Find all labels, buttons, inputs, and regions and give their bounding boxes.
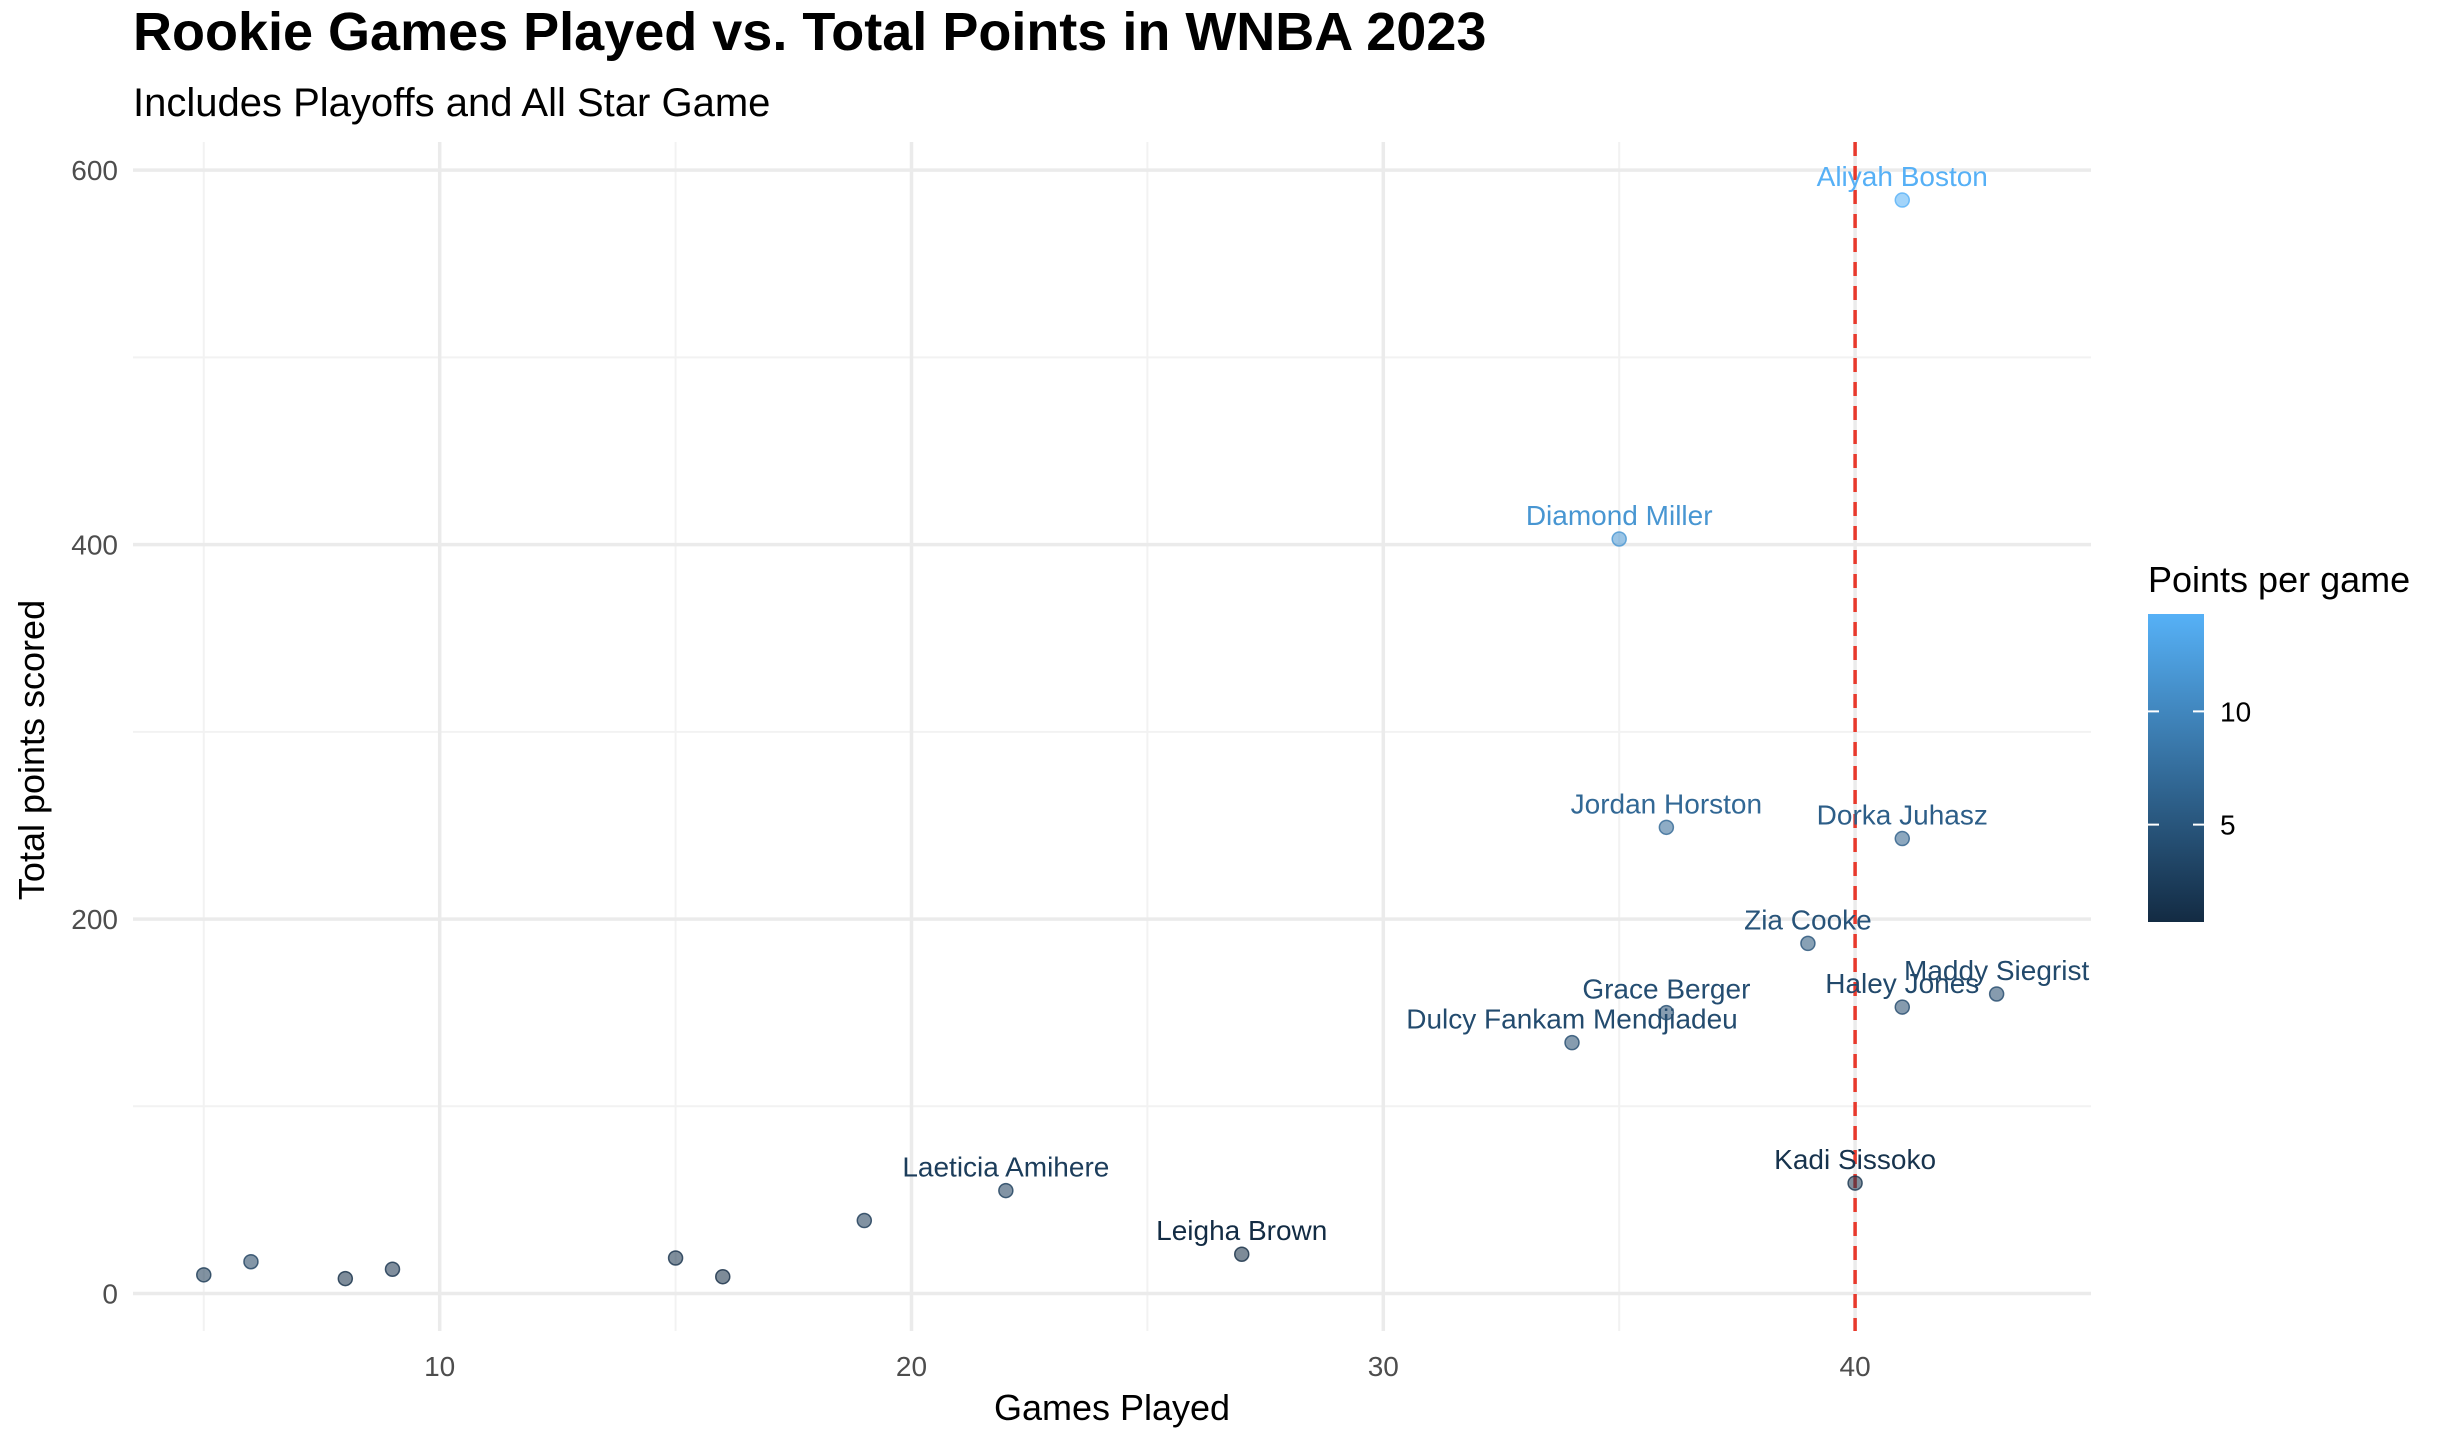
data-point	[1658, 819, 1675, 836]
legend-ticks: 5 10	[2148, 696, 2251, 841]
x-axis-title: Games Played	[994, 1387, 1230, 1428]
point-label: Kadi Sissoko	[1774, 1144, 1936, 1175]
x-axis-ticks: 10 20 30 40	[424, 1351, 1871, 1382]
data-point	[998, 1182, 1014, 1199]
point-label: Zia Cooke	[1744, 904, 1872, 935]
point-label: Dulcy Fankam Mendjiadeu	[1406, 1004, 1738, 1035]
data-point	[1658, 1004, 1675, 1021]
data-point	[243, 1253, 259, 1270]
data-point	[856, 1212, 873, 1229]
point-label: Diamond Miller	[1526, 500, 1713, 531]
data-points	[196, 192, 2005, 1287]
data-point	[1233, 1246, 1250, 1262]
x-tick-label: 30	[1368, 1351, 1399, 1382]
legend-tick-label: 10	[2220, 696, 2251, 727]
legend: Points per game 5 10	[2148, 559, 2410, 922]
data-point	[1611, 531, 1627, 547]
point-label: Aliyah Boston	[1817, 161, 1988, 192]
y-tick-label: 400	[71, 530, 118, 561]
point-label: Haley Jones	[1825, 968, 1979, 999]
point-label: Dorka Juhasz	[1817, 800, 1988, 831]
chart-subtitle: Includes Playoffs and All Star Game	[133, 81, 770, 125]
y-tick-label: 0	[102, 1279, 118, 1310]
point-label: Maddy Siegrist	[1904, 955, 2089, 986]
data-point	[1800, 935, 1816, 952]
y-tick-label: 600	[71, 155, 118, 186]
y-tick-label: 200	[71, 904, 118, 935]
data-point	[384, 1261, 401, 1277]
point-label: Leigha Brown	[1156, 1215, 1327, 1246]
y-axis-ticks: 0 200 400 600	[71, 155, 118, 1309]
minor-gridlines	[133, 142, 2091, 1331]
data-point	[1894, 830, 1911, 847]
data-point	[1988, 986, 2005, 1002]
legend-tick-label: 5	[2220, 810, 2236, 841]
point-labels: Laeticia Amihere Leigha Brown Dulcy Fankam…	[902, 161, 2089, 1246]
chart-title: Rookie Games Played vs. Total Points in …	[133, 2, 1486, 62]
point-label: Laeticia Amihere	[902, 1152, 1109, 1183]
data-point	[715, 1268, 731, 1285]
point-label: Grace Berger	[1582, 974, 1750, 1005]
data-point	[667, 1250, 684, 1266]
data-point	[196, 1267, 212, 1283]
x-tick-label: 40	[1840, 1351, 1871, 1382]
legend-colorbar	[2148, 614, 2204, 922]
x-tick-label: 10	[424, 1351, 455, 1382]
data-point	[1847, 1175, 1863, 1191]
point-label: Jordan Horston	[1571, 788, 1762, 819]
x-tick-label: 20	[896, 1351, 927, 1382]
y-axis-title: Total points scored	[11, 600, 52, 900]
data-point	[337, 1270, 354, 1287]
data-point	[1894, 192, 1911, 208]
data-point	[1564, 1034, 1580, 1051]
legend-title: Points per game	[2148, 559, 2410, 600]
data-point	[1894, 999, 1911, 1015]
